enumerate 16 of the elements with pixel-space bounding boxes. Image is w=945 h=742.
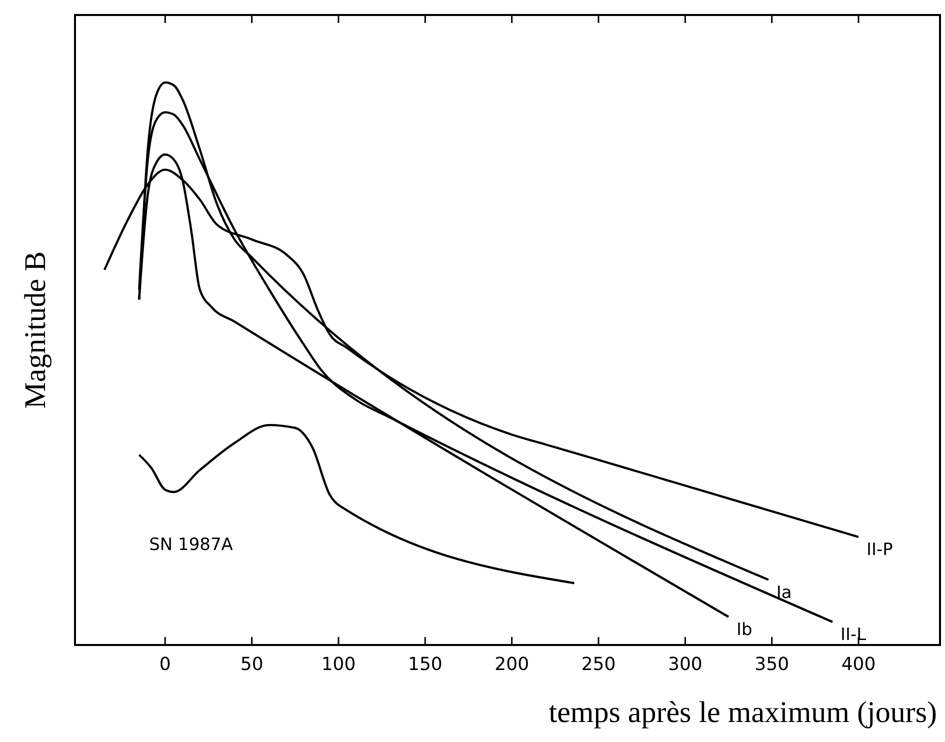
series-label: II-L: [840, 624, 867, 645]
text: SN 1987A: [149, 534, 234, 555]
x-tick-label: 0: [159, 654, 171, 675]
x-axis-title: temps après le maximum (jours): [548, 696, 937, 729]
x-tick-label: 400: [841, 654, 876, 675]
x-tick-label: 350: [754, 654, 790, 675]
series-label: Ia: [776, 582, 792, 603]
x-tick-label: 50: [240, 654, 264, 675]
x-tick-label: 200: [494, 654, 530, 675]
x-tick-label: 150: [408, 654, 442, 675]
series-label: Ib: [736, 620, 752, 640]
x-tick-label: 250: [581, 654, 616, 675]
series-label: II-P: [866, 540, 893, 560]
x-tick-label: 300: [668, 654, 702, 675]
y-axis-title: Magnitude B: [19, 251, 52, 409]
x-tick-label: 100: [321, 654, 356, 675]
